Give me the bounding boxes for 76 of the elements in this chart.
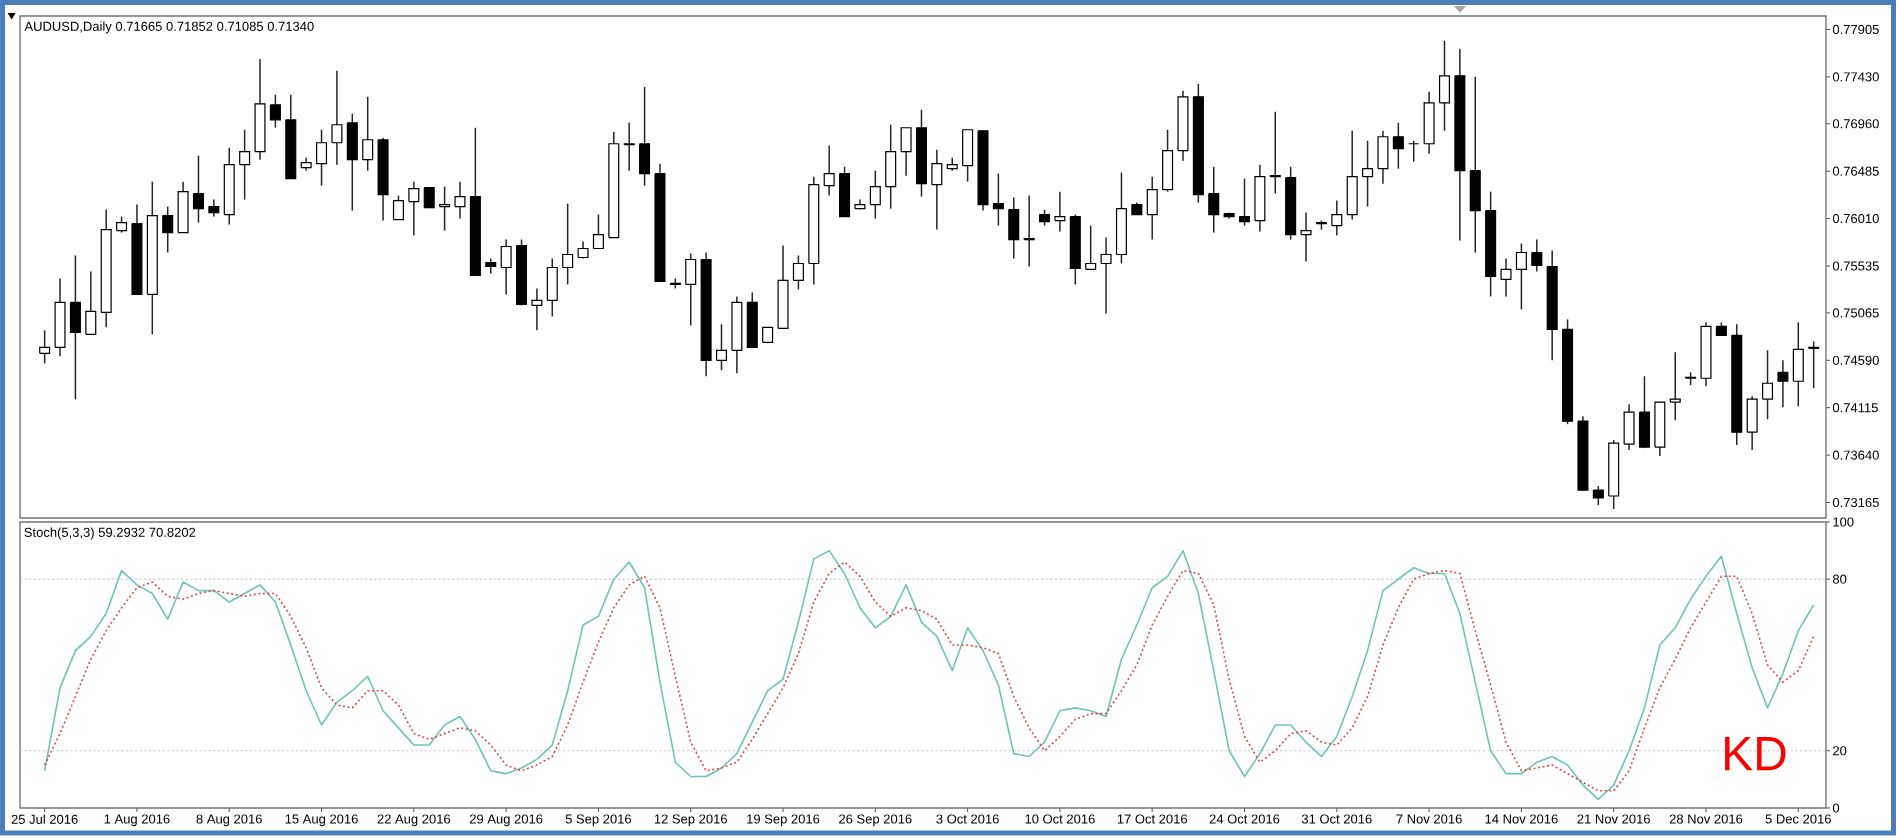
candlestick: [1008, 196, 1020, 260]
candlestick: [1623, 403, 1635, 451]
candlestick: [54, 277, 66, 358]
candlestick: [792, 254, 804, 291]
candlestick: [1331, 199, 1343, 237]
candlestick: [331, 70, 343, 166]
candlestick: [823, 144, 835, 197]
candlestick: [531, 287, 543, 332]
candlestick: [408, 180, 420, 237]
candlestick: [1515, 242, 1527, 311]
candlestick: [392, 194, 404, 221]
candlestick: [1500, 257, 1512, 298]
candlestick: [1669, 351, 1681, 421]
candlestick: [1254, 163, 1266, 233]
candlestick: [623, 122, 635, 172]
candlestick: [962, 129, 974, 183]
candlestick: [1269, 111, 1281, 195]
candlestick: [1592, 485, 1604, 506]
candlestick: [1054, 190, 1066, 233]
candlestick: [1023, 194, 1035, 268]
candlestick: [1777, 359, 1789, 408]
candlestick: [992, 172, 1004, 227]
candlestick: [546, 257, 558, 318]
candlestick: [500, 238, 512, 296]
candlestick: [439, 185, 451, 232]
candlestick: [254, 58, 266, 161]
candlestick: [1792, 321, 1804, 407]
candlestick: [192, 154, 204, 224]
candlestick: [1423, 91, 1435, 155]
candlestick: [423, 187, 435, 209]
candlestick: [1162, 129, 1174, 193]
candlestick: [1746, 395, 1758, 451]
candlestick: [85, 270, 97, 336]
candlestick: [269, 94, 281, 129]
candlestick: [69, 254, 81, 400]
candlestick: [1469, 76, 1481, 254]
candlestick: [1362, 139, 1374, 208]
candlestick: [1100, 236, 1112, 315]
candlestick: [885, 124, 897, 210]
candlestick: [685, 252, 697, 327]
candlestick: [362, 96, 374, 172]
candlestick: [1208, 165, 1220, 234]
candlestick: [1392, 122, 1404, 170]
candlestick: [592, 213, 604, 250]
candlestick: [869, 169, 881, 220]
candlestick: [1808, 340, 1820, 389]
candlestick: [900, 127, 912, 177]
candlestick: [1115, 171, 1127, 265]
candlestick: [162, 205, 174, 254]
candlestick: [177, 180, 189, 234]
candlestick: [746, 291, 758, 349]
candlestick: [1146, 175, 1158, 241]
candlestick: [715, 323, 728, 372]
candlestick: [931, 148, 943, 231]
candlestick: [346, 113, 358, 212]
candlestick: [316, 129, 328, 187]
candlestick: [454, 180, 466, 220]
candlestick: [39, 329, 51, 365]
candlestick: [1346, 130, 1358, 221]
candlestick: [639, 86, 651, 187]
candlestick: [1085, 224, 1097, 271]
candlestick: [1408, 139, 1420, 163]
candlestick: [1654, 401, 1666, 457]
annotation: KD: [1725, 737, 1786, 771]
candlestick: [562, 202, 574, 286]
candlestick: [1238, 177, 1251, 227]
candlestick: [1438, 40, 1451, 132]
candlestick: [777, 244, 789, 330]
candlestick: [239, 129, 251, 201]
candlestick: [731, 295, 743, 375]
candlestick: [1531, 238, 1543, 273]
candlestick: [1377, 130, 1389, 185]
candlestick: [1638, 375, 1650, 449]
candlestick: [1762, 349, 1774, 420]
candlestick: [839, 165, 851, 218]
candlestick: [1300, 211, 1312, 263]
